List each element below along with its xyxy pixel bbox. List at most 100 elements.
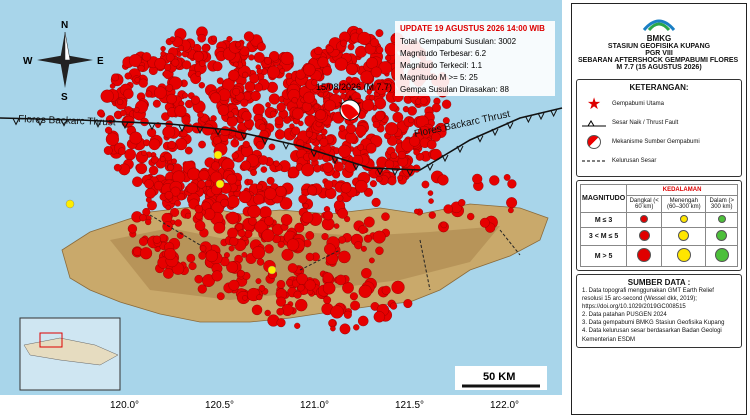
- aftershock: [375, 46, 384, 54]
- aftershock: [117, 98, 124, 106]
- aftershock: [328, 319, 336, 327]
- aftershock: [357, 315, 369, 327]
- fault-tooth: [426, 163, 434, 172]
- aftershock: [249, 73, 260, 84]
- legend-panel: BMKG STASIUN GEOFISIKA KUPANG PGR VIII S…: [571, 3, 747, 415]
- mag-dot: [714, 248, 729, 262]
- aftershock: [363, 234, 373, 243]
- lon-labels: 120.0° 120.5° 121.0° 121.5° 122.0°: [110, 400, 519, 411]
- aftershock: [137, 64, 145, 72]
- aftershock: [195, 71, 202, 77]
- aftershock: [381, 285, 391, 295]
- depth-col: Menengah (60–300 km): [661, 195, 707, 213]
- info-line: Magnitudo M >= 5: 25: [400, 73, 478, 82]
- aftershock: [150, 155, 159, 164]
- aftershock: [186, 253, 196, 263]
- aftershock: [472, 173, 483, 184]
- compass: N E S W: [23, 20, 104, 103]
- aftershock: [264, 56, 272, 65]
- aftershock: [228, 69, 240, 81]
- aftershock: [243, 31, 255, 42]
- aftershock: [248, 216, 257, 226]
- fault-tooth: [196, 126, 204, 135]
- aftershock: [347, 43, 355, 51]
- aftershock: [264, 309, 271, 317]
- aftershock: [237, 229, 246, 238]
- aftershock: [322, 272, 334, 284]
- aftershock: [358, 284, 372, 298]
- aftershock: [503, 174, 511, 181]
- fault-tooth: [476, 135, 484, 143]
- aftershock: [385, 122, 399, 136]
- aftershock: [397, 175, 403, 181]
- fault-tooth: [148, 122, 156, 131]
- fault-tooth: [537, 112, 545, 121]
- aftershock: [440, 125, 447, 132]
- fault-tooth: [550, 109, 558, 118]
- aftershock: [134, 77, 141, 83]
- mag-row: 3 < M ≤ 5: [579, 227, 738, 246]
- aftershock: [296, 273, 308, 285]
- aftershock: [294, 322, 301, 329]
- mag-cell: [626, 212, 663, 228]
- aftershock: [247, 204, 261, 219]
- aftershock: [247, 179, 254, 186]
- aftershock: [186, 182, 198, 194]
- aftershock: [139, 214, 147, 222]
- mag-cell: [661, 227, 707, 246]
- aftershock: [162, 125, 176, 139]
- aftershock: [267, 265, 277, 275]
- aftershock: [281, 248, 294, 261]
- aftershock: [100, 89, 114, 103]
- aftershock: [145, 218, 152, 226]
- fault-tooth: [406, 169, 414, 177]
- aftershock: [279, 197, 293, 210]
- mag-dot: [679, 215, 688, 223]
- aftershock: [169, 36, 176, 42]
- aftershock: [159, 156, 166, 162]
- mag-dot: [638, 230, 650, 241]
- aftershock: [198, 140, 206, 149]
- aftershock: [305, 231, 315, 240]
- aftershock: [132, 176, 143, 187]
- aftershock: [303, 91, 316, 104]
- aftershock: [124, 72, 132, 80]
- aftershock: [305, 252, 315, 262]
- aftershock: [228, 245, 235, 252]
- aftershock: [374, 97, 387, 110]
- aftershock: [252, 103, 265, 116]
- aftershock: [333, 161, 344, 172]
- fault-tooth: [441, 154, 449, 163]
- mag-cell: [661, 245, 707, 267]
- fault-tooth: [456, 145, 464, 154]
- aftershock: [154, 86, 167, 100]
- aftershock: [174, 105, 187, 118]
- aftershock: [188, 262, 197, 271]
- aftershock: [321, 233, 329, 241]
- aftershock: [233, 61, 239, 68]
- aftershock: [256, 294, 263, 301]
- aftershock: [489, 175, 500, 186]
- aftershock: [140, 117, 149, 127]
- aftershock: [242, 71, 249, 79]
- aftershock: [242, 295, 248, 301]
- fault-tooth: [36, 118, 44, 127]
- aftershock: [371, 197, 381, 207]
- aftershock: [355, 125, 367, 137]
- aftershock: [178, 45, 185, 51]
- aftershock: [213, 150, 223, 160]
- fault-tooth: [376, 168, 384, 176]
- aftershock: [216, 77, 224, 85]
- aftershock: [370, 38, 379, 47]
- fault-tooth: [491, 128, 499, 137]
- aftershock: [198, 251, 207, 260]
- info-line: Total Gempabumi Susulan: 3002: [400, 37, 517, 46]
- aftershock: [260, 166, 268, 173]
- legend-item: Gempabumi Utama: [612, 101, 665, 107]
- aftershock: [127, 224, 138, 234]
- aftershock: [277, 240, 285, 248]
- aftershock: [220, 198, 229, 208]
- aftershock: [253, 193, 265, 205]
- aftershock: [360, 70, 374, 84]
- aftershock: [431, 132, 441, 142]
